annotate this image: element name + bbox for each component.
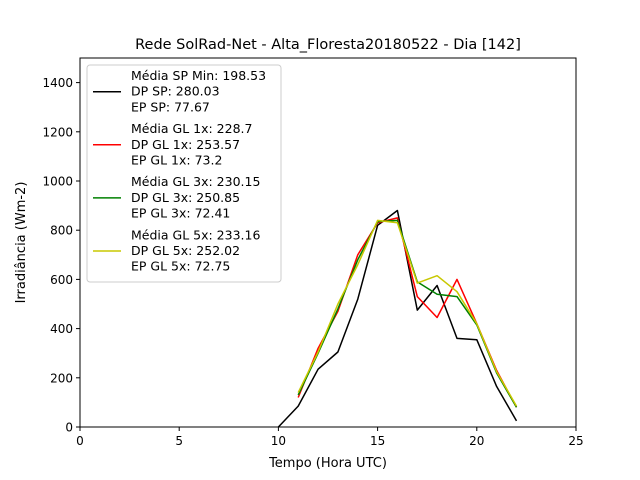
y-axis-label: Irradiância (Wm-2) bbox=[14, 182, 29, 304]
legend-entry-line: Média GL 5x: 233.16 bbox=[131, 227, 260, 242]
x-axis-label: Tempo (Hora UTC) bbox=[268, 456, 387, 471]
legend-entry-line: Média GL 1x: 228.7 bbox=[131, 121, 252, 136]
series-line-sp bbox=[277, 209, 518, 428]
legend-entry-line: EP GL 5x: 72.75 bbox=[131, 259, 230, 274]
y-tick-label: 600 bbox=[50, 273, 73, 287]
y-tick-label: 0 bbox=[65, 421, 73, 435]
legend-entry-line: EP SP: 77.67 bbox=[131, 99, 210, 114]
y-tick-label: 1200 bbox=[42, 125, 73, 139]
legend-entry-line: DP SP: 280.03 bbox=[131, 84, 220, 99]
x-tick-label: 10 bbox=[271, 434, 286, 448]
legend-entry-line: EP GL 3x: 72.41 bbox=[131, 206, 230, 221]
x-tick-label: 0 bbox=[76, 434, 84, 448]
x-tick-label: 15 bbox=[370, 434, 385, 448]
y-tick-label: 200 bbox=[50, 371, 73, 385]
legend-entry-line: Média GL 3x: 230.15 bbox=[131, 174, 260, 189]
chart-title: Rede SolRad-Net - Alta_Floresta20180522 … bbox=[135, 37, 521, 53]
x-tick-label: 25 bbox=[568, 434, 583, 448]
y-tick-label: 400 bbox=[50, 322, 73, 336]
series-lines bbox=[277, 209, 518, 428]
legend-entry-line: DP GL 3x: 250.85 bbox=[131, 190, 240, 205]
legend-entry-line: DP GL 1x: 253.57 bbox=[131, 137, 240, 152]
y-tick-label: 800 bbox=[50, 224, 73, 238]
legend-entry-line: Média SP Min: 198.53 bbox=[131, 68, 266, 83]
series-line-gl-5x bbox=[297, 219, 518, 407]
legend-box bbox=[86, 64, 282, 283]
x-axis: 0 5 10 15 20 25 bbox=[76, 427, 584, 448]
y-tick-label: 1000 bbox=[42, 175, 73, 189]
legend-entry-line: DP GL 5x: 252.02 bbox=[131, 243, 240, 258]
x-tick-label: 5 bbox=[175, 434, 183, 448]
y-axis: 0 200 400 600 800 1000 1200 1400 bbox=[42, 76, 80, 435]
x-tick-label: 20 bbox=[469, 434, 484, 448]
legend-entry-line: EP GL 1x: 73.2 bbox=[131, 153, 222, 168]
y-tick-label: 1400 bbox=[42, 76, 73, 90]
